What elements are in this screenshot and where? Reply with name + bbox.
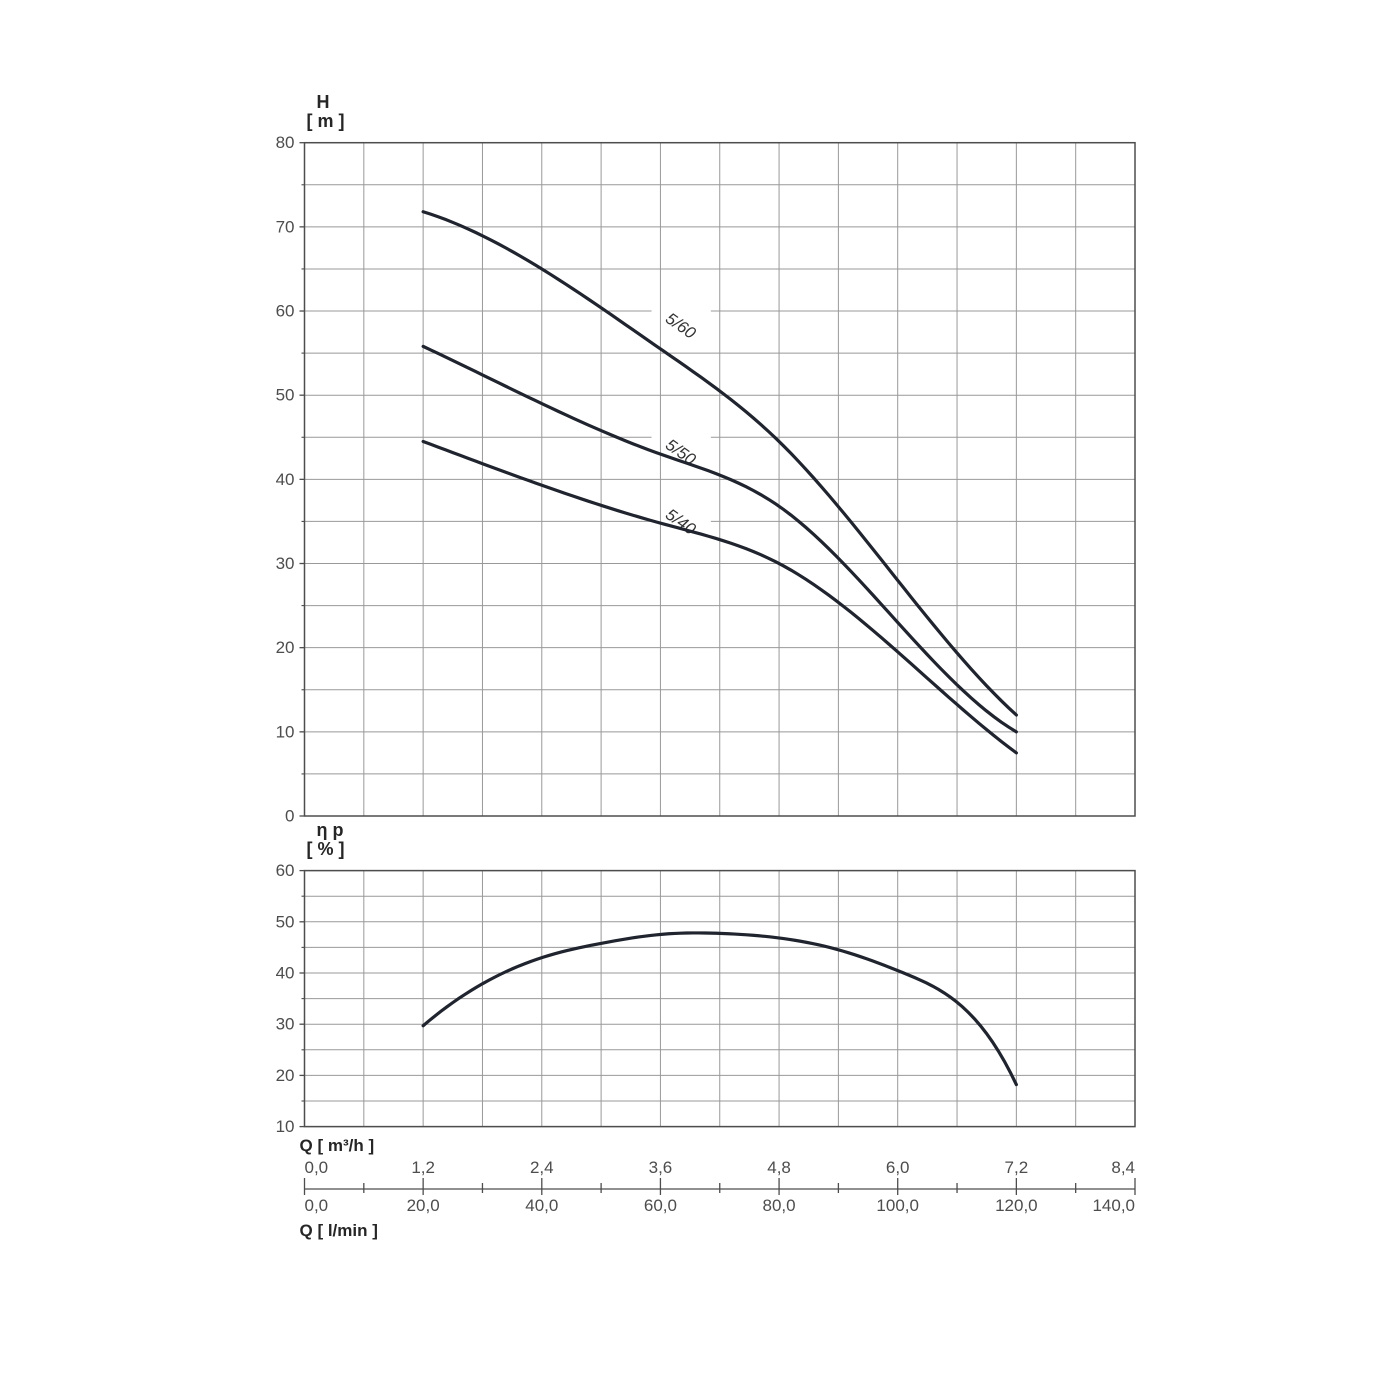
svg-text:6,0: 6,0 — [886, 1158, 910, 1177]
svg-text:8,4: 8,4 — [1111, 1158, 1135, 1177]
svg-text:0,0: 0,0 — [305, 1196, 329, 1215]
svg-text:η p: η p — [317, 820, 344, 840]
svg-text:20,0: 20,0 — [407, 1196, 440, 1215]
svg-text:20: 20 — [276, 1066, 295, 1085]
svg-text:40,0: 40,0 — [525, 1196, 558, 1215]
svg-text:100,0: 100,0 — [876, 1196, 919, 1215]
svg-text:40: 40 — [276, 964, 295, 983]
svg-text:Q [ m³/h ]: Q [ m³/h ] — [300, 1136, 375, 1155]
svg-text:0: 0 — [285, 807, 294, 826]
svg-text:[ % ]: [ % ] — [307, 839, 345, 859]
svg-text:1,2: 1,2 — [411, 1158, 435, 1177]
svg-text:40: 40 — [276, 470, 295, 489]
svg-text:0,0: 0,0 — [305, 1158, 329, 1177]
svg-text:50: 50 — [276, 386, 295, 405]
svg-text:30: 30 — [276, 554, 295, 573]
svg-text:H: H — [317, 92, 330, 112]
svg-text:60: 60 — [276, 861, 295, 880]
svg-text:140,0: 140,0 — [1092, 1196, 1135, 1215]
svg-text:20: 20 — [276, 638, 295, 657]
svg-text:10: 10 — [276, 1117, 295, 1136]
svg-text:60: 60 — [276, 302, 295, 321]
svg-text:120,0: 120,0 — [995, 1196, 1038, 1215]
svg-text:7,2: 7,2 — [1005, 1158, 1029, 1177]
svg-text:Q [ l/min ]: Q [ l/min ] — [300, 1221, 378, 1240]
svg-text:4,8: 4,8 — [767, 1158, 791, 1177]
svg-text:10: 10 — [276, 722, 295, 741]
svg-text:60,0: 60,0 — [644, 1196, 677, 1215]
svg-text:80: 80 — [276, 133, 295, 152]
svg-text:50: 50 — [276, 912, 295, 931]
svg-text:2,4: 2,4 — [530, 1158, 554, 1177]
svg-text:70: 70 — [276, 217, 295, 236]
svg-text:3,6: 3,6 — [649, 1158, 673, 1177]
svg-text:80,0: 80,0 — [763, 1196, 796, 1215]
svg-text:[ m ]: [ m ] — [307, 111, 345, 131]
svg-text:30: 30 — [276, 1015, 295, 1034]
